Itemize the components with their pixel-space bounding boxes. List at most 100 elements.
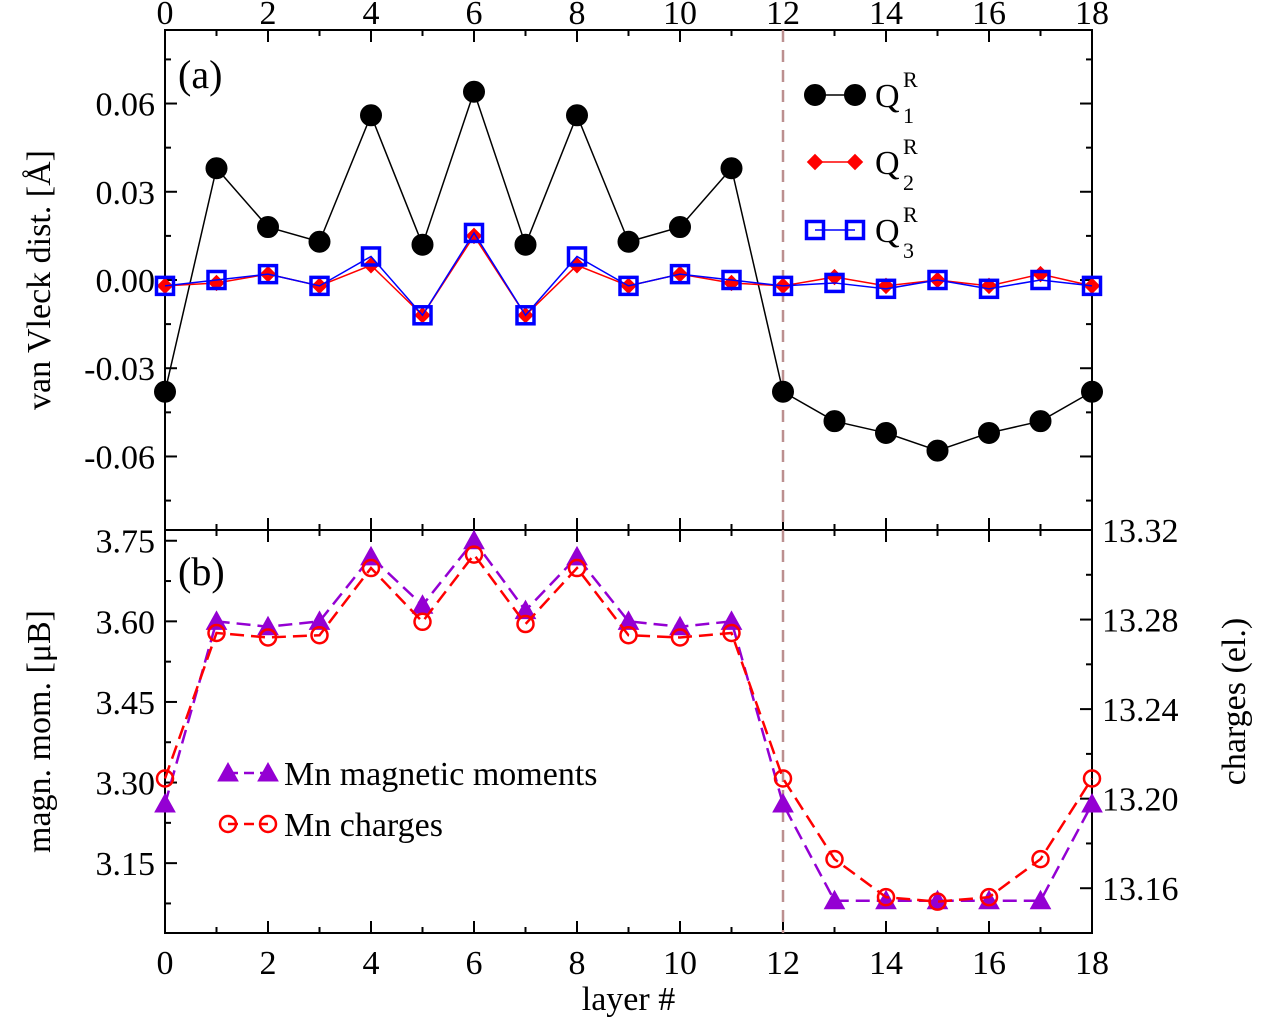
q1-point: [875, 421, 897, 444]
legend-label: Mn charges: [284, 807, 443, 844]
series-mn-charges-line: [163, 552, 1094, 903]
y-axis-title-left: magn. mom. [μB]: [21, 610, 58, 853]
mn-charges-point: [876, 887, 896, 907]
q3-point: [463, 222, 485, 244]
q3-point: [154, 275, 176, 297]
x-tick-label-top: 8: [569, 0, 586, 32]
x-tick-label-bottom: 6: [466, 945, 483, 982]
y-axis-title-right: charges (el.): [1216, 618, 1253, 785]
legend-marker: [806, 153, 824, 171]
q1-point: [978, 421, 1000, 444]
mn-charges-point: [413, 612, 432, 632]
series-q3-line: [164, 231, 1093, 317]
legend-marker: [257, 761, 279, 782]
panel-b: 0 2 4 6 8 10 12 14 16 18 3.15 3.30 3.45 3.60 3.75 13.16…: [21, 513, 1253, 1018]
mn-charges-point: [1082, 769, 1102, 788]
mn-charges-point: [722, 623, 741, 643]
x-tick-label-bottom: 14: [869, 945, 903, 982]
y-tick-label-left: 3.60: [96, 604, 156, 641]
q3-point: [206, 269, 227, 291]
mn-charges-point: [928, 892, 947, 911]
q3-point: [360, 246, 382, 267]
series-mn-charges: [155, 545, 1102, 911]
q1-point: [669, 216, 691, 239]
x-tick-label-top: 12: [766, 0, 800, 32]
q3-point: [875, 278, 897, 300]
mn-charges-point: [567, 558, 587, 578]
mn-magnetic-moments-point: [720, 610, 743, 630]
q3-point: [515, 305, 536, 326]
q1-point: [720, 157, 743, 180]
q1-point: [823, 410, 846, 433]
x-tick-label-top: 16: [972, 0, 1006, 32]
mn-magnetic-moments-point: [514, 599, 537, 620]
q3-point: [618, 275, 639, 297]
mn-magnetic-moments-point: [463, 529, 485, 550]
legend-marker: [844, 84, 866, 106]
mn-charges-point: [979, 887, 999, 907]
x-tick-label-top: 6: [466, 0, 483, 32]
mn-charges-point: [516, 614, 535, 634]
mn-magnetic-moments-point: [205, 610, 228, 630]
q3-point: [1081, 275, 1103, 297]
q1-point: [1029, 410, 1052, 433]
x-tick-label-bottom: 2: [260, 945, 277, 982]
legend-label-sub: 2: [903, 170, 914, 195]
y-tick-label-right: 13.28: [1102, 603, 1179, 640]
legend-label-sub: 1: [903, 103, 914, 128]
mn-charges-point: [670, 628, 690, 647]
q3-point: [721, 269, 742, 291]
legend-marker: [846, 153, 864, 171]
panel-label-b: (b): [178, 549, 225, 594]
q1-point: [617, 230, 640, 253]
series-q1-line: [164, 89, 1093, 452]
legend-label: Q: [875, 78, 900, 115]
mn-magnetic-moments-point: [411, 594, 434, 614]
mn-charges-point: [464, 545, 484, 564]
mn-charges-point: [1031, 849, 1050, 869]
q2-point: [980, 277, 998, 295]
series-q1: [154, 80, 1103, 462]
q1-point: [257, 216, 279, 239]
mn-magnetic-moments-point: [617, 610, 640, 630]
q1-point: [1081, 380, 1103, 403]
y-tick-label-left: 3.15: [96, 846, 156, 883]
mn-magnetic-moments-point: [308, 610, 331, 630]
mn-charges-point: [773, 769, 793, 788]
q3-point: [927, 269, 948, 291]
x-tick-label-bottom: 0: [157, 945, 174, 982]
y-tick-label-right: 13.16: [1102, 871, 1179, 908]
x-tick-label-top: 14: [869, 0, 903, 32]
y-tick-label: -0.06: [84, 439, 155, 476]
q2-point: [877, 277, 895, 295]
q1-point: [514, 233, 537, 256]
q3-point: [566, 246, 588, 267]
q3-point: [257, 263, 279, 285]
x-tick-label-top: 10: [663, 0, 697, 32]
mn-charges-point: [619, 625, 638, 645]
legend-label: Q: [875, 145, 900, 182]
x-tick-label-top: 18: [1075, 0, 1109, 32]
y-axis-title: van Vleck dist. [Å]: [21, 150, 58, 410]
q3-point: [412, 305, 433, 326]
legend-label-sup: R: [903, 134, 918, 159]
mn-charges-point: [361, 558, 381, 578]
x-tick-label-bottom: 10: [663, 945, 697, 982]
q1-point: [154, 380, 176, 403]
q1-point: [772, 380, 794, 403]
x-tick-label-bottom: 12: [766, 945, 800, 982]
q1-point: [308, 230, 331, 253]
y-tick-label: 0.00: [96, 263, 156, 300]
panel-label-a: (a): [178, 52, 222, 97]
panel-b-frame: [164, 529, 1093, 934]
legend-a: Q R1Q R2Q R3: [804, 67, 918, 263]
legend-marker: [844, 219, 866, 241]
q1-point: [566, 104, 588, 127]
q1-point: [411, 233, 434, 256]
mn-charges-point: [825, 849, 844, 869]
x-tick-label-bottom: 4: [363, 945, 380, 982]
q3-point: [978, 278, 1000, 300]
q1-point: [360, 104, 382, 127]
legend-label-sup: R: [903, 67, 918, 92]
